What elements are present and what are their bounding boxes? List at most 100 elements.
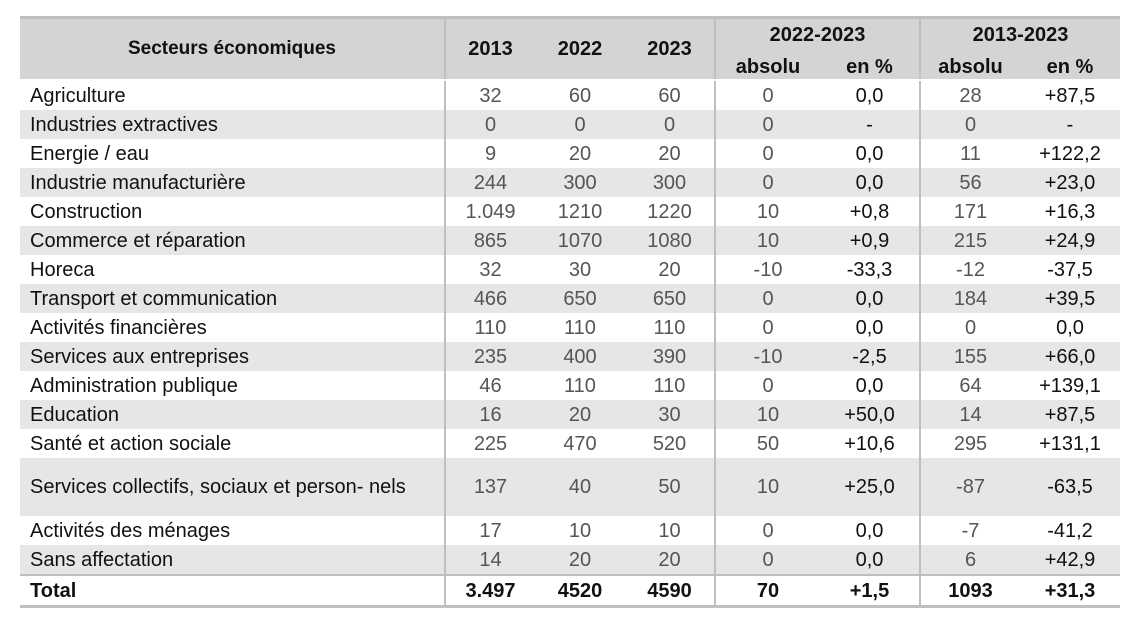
cell-2023: 1220 xyxy=(647,200,692,223)
header-period-2013-2023: 2013-2023 xyxy=(919,16,1120,51)
cell-pct-2022-2023: 0,0 xyxy=(855,519,884,542)
cell-2023: 520 xyxy=(652,432,687,455)
cell-absolu-2022-2023: 10 xyxy=(714,458,820,516)
cell-pct-2022-2023: 0,0 xyxy=(820,168,920,197)
cell-absolu-2022-2023: 0 xyxy=(714,139,820,168)
table-row: Activités des ménages 17 10 10 0 0,0 -7 -41,2 xyxy=(20,516,1120,545)
cell-pct-2022-2023: +1,5 xyxy=(820,574,920,608)
table-row: Services collectifs, sociaux et person- … xyxy=(20,458,1120,516)
cell-sector: Santé et action sociale xyxy=(30,432,232,455)
cell-sector: Transport et communication xyxy=(20,284,445,313)
cell-2022: 4520 xyxy=(535,574,625,608)
cell-2013: 17 xyxy=(444,516,535,545)
cell-pct-2013-2023: +139,1 xyxy=(1039,374,1101,397)
cell-pct-2022-2023: 0,0 xyxy=(855,316,884,339)
cell-pct-2013-2023: +39,5 xyxy=(1020,284,1120,313)
cell-2022: 1070 xyxy=(535,226,625,255)
cell-2022: 20 xyxy=(535,400,625,429)
employment-table-container: Secteurs économiques 2013 2022 2023 2022… xyxy=(20,16,1120,608)
cell-sector: Activités des ménages xyxy=(30,519,231,542)
cell-2013: 466 xyxy=(444,284,535,313)
cell-pct-2022-2023: +10,6 xyxy=(844,432,895,455)
cell-2022: 470 xyxy=(563,432,597,455)
cell-2023: 4590 xyxy=(625,574,715,608)
cell-absolu-2013-2023: 1093 xyxy=(919,574,1020,608)
cell-2013: 9 xyxy=(444,139,535,168)
cell-pct-2013-2023: +23,0 xyxy=(1020,168,1120,197)
cell-2023: 650 xyxy=(625,284,715,313)
cell-2013: 46 xyxy=(444,371,535,400)
table-header: Secteurs économiques 2013 2022 2023 2022… xyxy=(20,16,1120,81)
header-sector: Secteurs économiques xyxy=(20,16,445,81)
table-row: Commerce et réparation 865 1070 1080 10 +0,9 2… xyxy=(20,226,1120,255)
cell-2023: 30 xyxy=(625,400,715,429)
cell-absolu-2022-2023: 50 xyxy=(714,429,820,458)
cell-absolu-2022-2023: 0 xyxy=(714,284,820,313)
cell-pct-2022-2023: +50,0 xyxy=(820,400,920,429)
cell-2013: 14 xyxy=(444,545,535,575)
header-absolu-1: absolu xyxy=(714,51,820,81)
header-period-2022-2023: 2022-2023 xyxy=(714,16,920,51)
table-row: Industries extractives 0 0 0 0-0- xyxy=(20,110,1120,139)
cell-pct-2013-2023: - xyxy=(1020,110,1120,139)
cell-2023: 110 xyxy=(653,374,686,397)
cell-2022: 1210 xyxy=(557,200,603,223)
cell-2013: 244 xyxy=(444,168,535,197)
cell-absolu-2022-2023: 10 xyxy=(714,400,820,429)
cell-pct-2022-2023: 0,0 xyxy=(855,374,884,397)
cell-2013: 16 xyxy=(444,400,535,429)
cell-2022: 650 xyxy=(535,284,625,313)
cell-2023: 20 xyxy=(658,142,681,165)
cell-pct-2013-2023: +87,5 xyxy=(1020,400,1120,429)
cell-pct-2013-2023: +42,9 xyxy=(1020,545,1120,575)
cell-absolu-2022-2023: 0 xyxy=(714,168,820,197)
cell-2022: 10 xyxy=(568,519,592,542)
cell-pct-2013-2023: +31,3 xyxy=(1020,574,1120,608)
cell-2022: 20 xyxy=(568,142,592,165)
cell-absolu-2013-2023: 155 xyxy=(919,342,1020,371)
header-2023: 2023 xyxy=(625,16,715,81)
cell-absolu-2013-2023: 28 xyxy=(919,80,1020,110)
cell-2013: 235 xyxy=(444,342,535,371)
cell-2023: 300 xyxy=(625,168,715,197)
cell-2022: 110 xyxy=(564,374,596,397)
cell-absolu-2013-2023: -87 xyxy=(919,458,1020,516)
cell-2013: 110 xyxy=(444,313,535,342)
table-row: Services aux entreprises 235 400 390 -10 -2,5… xyxy=(20,342,1120,371)
table-row: Sans affectation 14 20 20 0 0,0 6 +42,9 xyxy=(20,545,1120,575)
cell-2023: 1080 xyxy=(625,226,715,255)
cell-pct-2022-2023: -2,5 xyxy=(820,342,920,371)
cell-sector: Activités financières xyxy=(30,316,207,339)
cell-2022: 40 xyxy=(535,458,625,516)
cell-pct-2022-2023: +0,9 xyxy=(820,226,920,255)
table-row: Construction 1.049 1210 1220 10 +0,8 171 +16,3 xyxy=(20,197,1120,226)
cell-2013: 865 xyxy=(444,226,535,255)
cell-absolu-2022-2023: 10 xyxy=(714,226,820,255)
cell-pct-2022-2023: 0,0 xyxy=(855,142,884,165)
table-row: Horeca 32 30 20 -10 -33,3 -12 -37,5 xyxy=(20,255,1120,284)
cell-2013: 225 xyxy=(444,429,535,458)
cell-absolu-2013-2023: 184 xyxy=(919,284,1020,313)
cell-absolu-2013-2023: -12 xyxy=(919,255,1020,284)
cell-sector: Education xyxy=(20,400,445,429)
cell-absolu-2013-2023: 215 xyxy=(919,226,1020,255)
cell-pct-2013-2023: +122,2 xyxy=(1039,142,1101,165)
cell-pct-2013-2023: +87,5 xyxy=(1044,84,1096,107)
cell-absolu-2013-2023: 0 xyxy=(919,313,1020,342)
cell-absolu-2022-2023: 70 xyxy=(714,574,820,608)
cell-pct-2022-2023: - xyxy=(820,110,920,139)
cell-absolu-2013-2023: 6 xyxy=(919,545,1020,575)
header-2022: 2022 xyxy=(535,16,625,81)
cell-pct-2013-2023: +66,0 xyxy=(1020,342,1120,371)
table-row: Industrie manufacturière 244 300 300 0 0,0 56 +… xyxy=(20,168,1120,197)
cell-pct-2013-2023: +16,3 xyxy=(1044,200,1096,223)
cell-absolu-2022-2023: 0 xyxy=(714,545,820,575)
cell-2022: 0 xyxy=(535,110,625,139)
cell-absolu-2013-2023: 14 xyxy=(919,400,1020,429)
cell-pct-2013-2023: -41,2 xyxy=(1047,519,1093,542)
cell-2013: 0 xyxy=(444,110,535,139)
cell-absolu-2022-2023: -10 xyxy=(714,342,820,371)
cell-absolu-2013-2023: 171 xyxy=(919,197,1020,226)
cell-absolu-2022-2023: -10 xyxy=(714,255,820,284)
